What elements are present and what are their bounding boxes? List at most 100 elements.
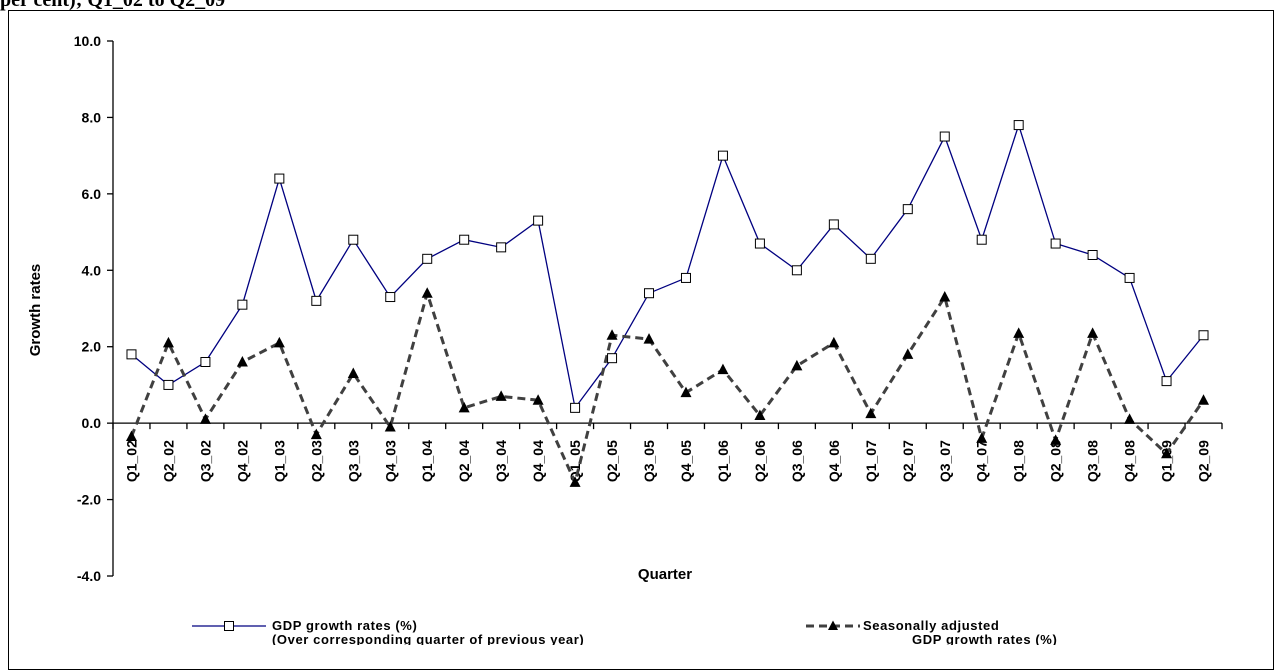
gdp-point bbox=[1087, 250, 1098, 260]
seasonal-point bbox=[902, 348, 914, 359]
series-lines bbox=[130, 122, 1205, 487]
seasonal-point bbox=[754, 409, 766, 420]
seasonal-point bbox=[532, 394, 544, 405]
gdp-point bbox=[902, 204, 913, 215]
seasonal-point bbox=[347, 367, 359, 378]
x-tick-label: Q1_04 bbox=[419, 440, 435, 482]
x-tick-label: Q2_06 bbox=[752, 440, 768, 482]
y-tick-label: 8.0 bbox=[82, 109, 102, 125]
seasonal-point bbox=[569, 476, 581, 487]
y-tick-label: 4.0 bbox=[82, 262, 102, 278]
x-tick-label: Q1_03 bbox=[271, 440, 287, 482]
gdp-point bbox=[422, 253, 433, 264]
gdp-point bbox=[865, 253, 876, 264]
gdp-point bbox=[644, 288, 655, 299]
seasonal-point bbox=[458, 401, 470, 413]
legend-label-gdp-line2: (Over corresponding quarter of previous … bbox=[272, 632, 584, 645]
x-tick-label: Q4_06 bbox=[826, 440, 842, 482]
legend-label-gdp-line1: GDP growth rates (%) bbox=[272, 618, 417, 633]
x-tick-label: Q3_06 bbox=[789, 440, 805, 482]
x-tick-label: Q4_08 bbox=[1122, 440, 1138, 482]
seasonal-point bbox=[273, 336, 285, 348]
legend-marker-seasonal bbox=[828, 620, 838, 630]
x-tick-label: Q3_02 bbox=[197, 440, 213, 482]
x-tick-label: Q3_05 bbox=[641, 440, 657, 482]
legend: GDP growth rates (%) (Over corresponding… bbox=[192, 618, 1057, 645]
gdp-point bbox=[828, 219, 839, 230]
gdp-point bbox=[754, 238, 765, 249]
legend-label-seasonal-line2: GDP growth rates (%) bbox=[912, 632, 1057, 645]
gdp-growth-line bbox=[131, 122, 1205, 410]
seasonal-point bbox=[717, 363, 729, 375]
legend-label-seasonal-line1: Seasonally adjusted bbox=[863, 618, 999, 633]
x-tick-label: Q1_02 bbox=[123, 440, 139, 482]
x-tick-label: Q1_07 bbox=[863, 440, 879, 482]
seasonal-point bbox=[828, 336, 840, 348]
x-tick-label: Q2_07 bbox=[900, 440, 916, 482]
seasonal-growth-line bbox=[130, 287, 1205, 487]
x-tick-label: Q2_03 bbox=[308, 440, 324, 482]
gdp-point bbox=[163, 379, 174, 390]
gdp-point bbox=[1198, 330, 1209, 341]
x-tick-label: Q4_03 bbox=[382, 440, 398, 482]
x-tick-labels: Q1_02 Q2_02 Q3_02 Q4_02 Q1_03 Q2_03 Q3_03 Q4_03… bbox=[123, 440, 1211, 482]
seasonal-point bbox=[1198, 394, 1210, 405]
seasonal-point bbox=[606, 329, 618, 340]
x-tick-label: Q3_04 bbox=[493, 440, 509, 482]
gdp-point bbox=[496, 242, 507, 253]
x-tick-label: Q1_08 bbox=[1011, 440, 1027, 482]
x-tick-label: Q2_04 bbox=[456, 440, 472, 482]
y-tick-label: 6.0 bbox=[82, 186, 102, 202]
gdp-point bbox=[459, 234, 470, 245]
gdp-point bbox=[311, 295, 322, 306]
seasonal-point bbox=[1013, 327, 1025, 338]
gdp-point bbox=[348, 234, 359, 245]
gdp-point bbox=[237, 299, 248, 310]
y-axis-title: Growth rates bbox=[27, 264, 44, 357]
gdp-point bbox=[607, 353, 618, 364]
x-tick-label: Q1_06 bbox=[715, 440, 731, 482]
gdp-point bbox=[1124, 272, 1135, 283]
gdp-point bbox=[1050, 238, 1061, 249]
seasonal-point bbox=[125, 430, 137, 442]
seasonal-point bbox=[384, 420, 396, 432]
gdp-point bbox=[274, 173, 285, 184]
seasonal-point bbox=[1124, 413, 1136, 424]
x-tick-label: Q2_08 bbox=[1048, 440, 1064, 482]
axes bbox=[107, 40, 1223, 577]
seasonal-point bbox=[495, 390, 507, 401]
seasonal-point bbox=[865, 407, 877, 419]
gdp-point bbox=[570, 402, 581, 413]
gdp-point bbox=[1161, 376, 1172, 387]
seasonal-point bbox=[199, 413, 211, 424]
seasonal-point bbox=[1161, 447, 1173, 459]
y-tick-label: 0.0 bbox=[82, 415, 102, 431]
x-tick-label: Q1_09 bbox=[1159, 440, 1175, 482]
seasonal-point bbox=[643, 333, 655, 344]
x-tick-label: Q4_04 bbox=[530, 440, 546, 482]
seasonal-point bbox=[310, 428, 322, 440]
gdp-point bbox=[939, 131, 950, 142]
seasonal-point bbox=[680, 386, 692, 398]
gdp-point bbox=[680, 272, 691, 283]
x-tick-label: Q4_07 bbox=[974, 440, 990, 482]
x-tick-label: Q4_02 bbox=[234, 440, 250, 482]
x-tick-label: Q2_05 bbox=[604, 440, 620, 482]
seasonal-point bbox=[1087, 327, 1099, 338]
x-tick-label: Q2_02 bbox=[160, 440, 176, 482]
gdp-point bbox=[791, 265, 802, 276]
seasonal-point bbox=[791, 359, 803, 371]
seasonal-point bbox=[162, 336, 174, 348]
gdp-point bbox=[385, 292, 396, 303]
x-tick-label: Q3_08 bbox=[1085, 440, 1101, 482]
x-axis-title: Quarter bbox=[638, 566, 692, 583]
y-tick-label: -4.0 bbox=[77, 568, 101, 584]
y-tick-label: 2.0 bbox=[82, 339, 102, 355]
seasonal-point bbox=[421, 287, 433, 298]
gdp-point bbox=[533, 215, 544, 226]
y-tick-labels: -4.0 -2.0 0.0 2.0 4.0 6.0 8.0 10.0 bbox=[74, 33, 101, 584]
y-tick-label: 10.0 bbox=[74, 33, 101, 49]
gdp-point bbox=[126, 349, 137, 360]
seasonal-point bbox=[236, 356, 248, 367]
y-tick-label: -2.0 bbox=[77, 492, 101, 508]
